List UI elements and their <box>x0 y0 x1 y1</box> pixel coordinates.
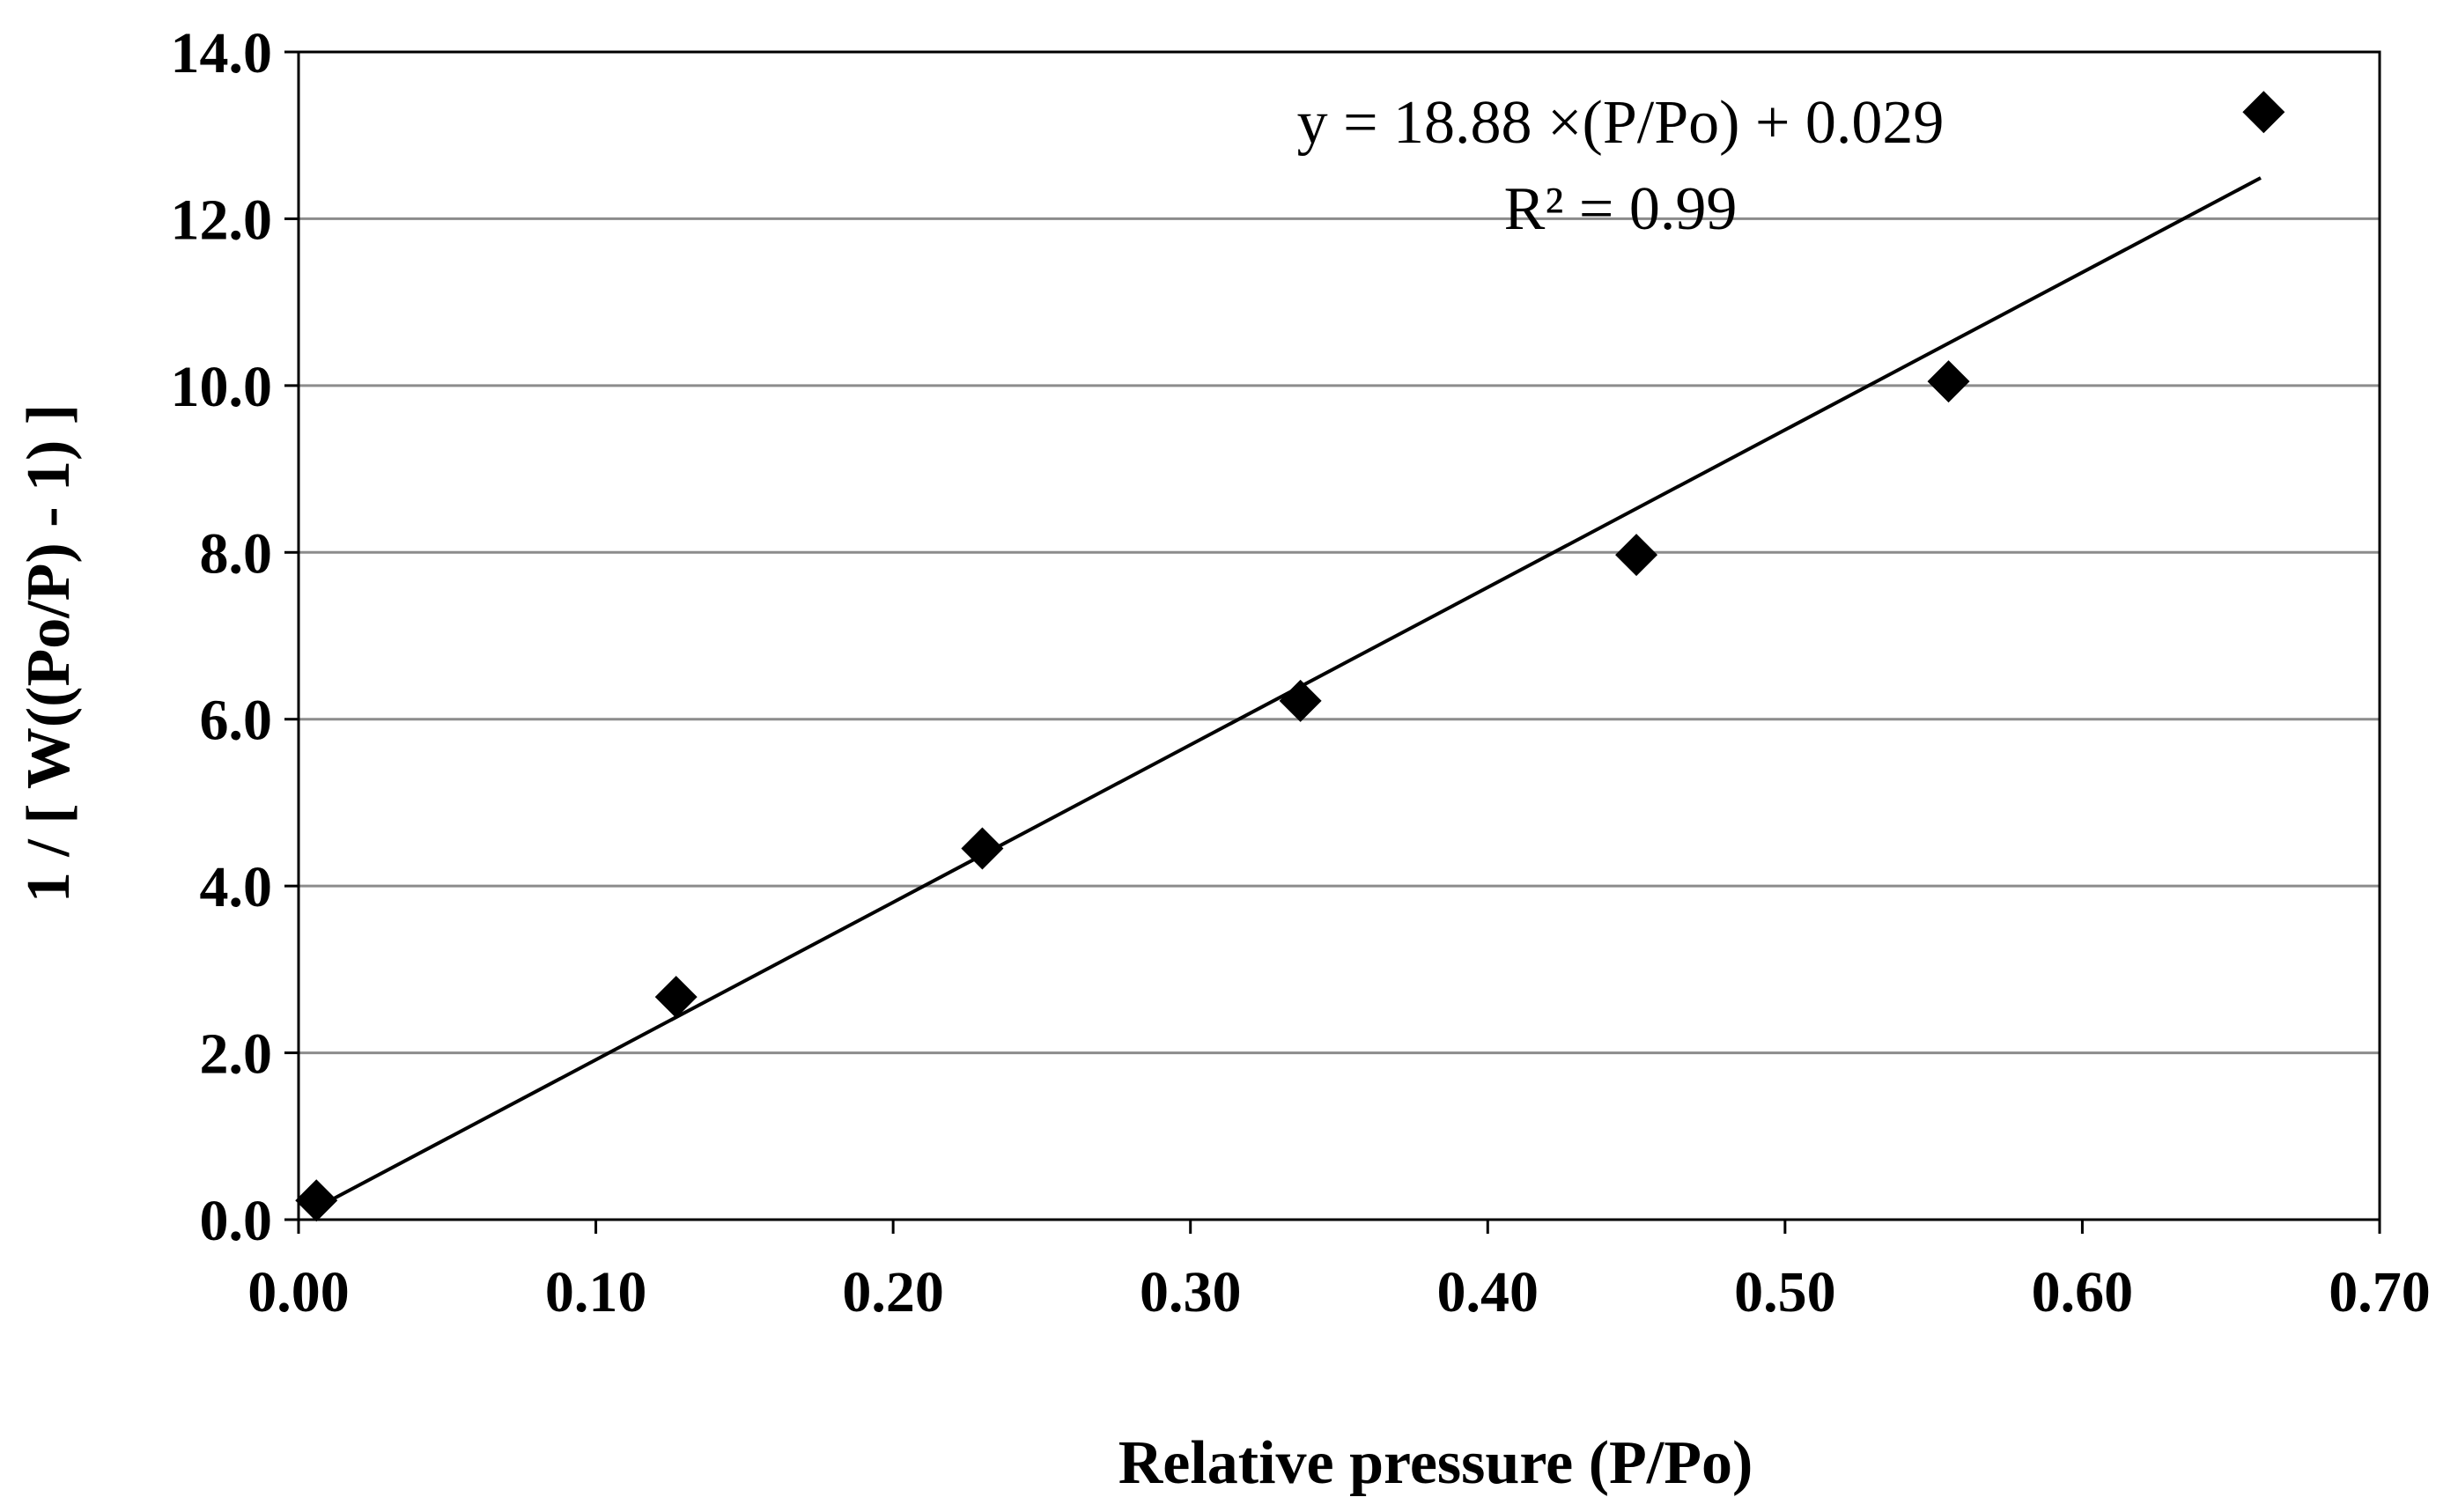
data-point <box>1615 534 1658 577</box>
x-tick-label: 0.40 <box>1437 1260 1539 1324</box>
plot-area-border <box>297 50 2381 1221</box>
data-point <box>1927 360 1970 403</box>
x-axis-tick-labels: 0.00 0.10 0.20 0.30 0.40 0.50 0.60 0.70 <box>247 1260 2431 1324</box>
y-tick-label: 14.0 <box>171 21 273 85</box>
trendline-r-squared: R² = 0.99 <box>1504 175 1738 243</box>
x-axis-title: Relative pressure (P/Po) <box>1118 1429 1753 1497</box>
y-tick-label: 10.0 <box>171 355 273 419</box>
horizontal-gridlines <box>299 217 2380 1055</box>
y-tick-label: 6.0 <box>200 689 273 753</box>
data-point <box>961 827 1004 870</box>
trendline-equation: y = 18.88 ×(P/Po) + 0.029 <box>1297 89 1945 157</box>
x-tick-label: 0.60 <box>2032 1260 2134 1324</box>
y-tick-label: 2.0 <box>200 1022 273 1087</box>
y-tick-label: 0.0 <box>200 1189 273 1253</box>
y-tick-label: 12.0 <box>171 188 273 252</box>
x-axis-ticks <box>297 1220 2381 1234</box>
x-tick-label: 0.30 <box>1140 1260 1242 1324</box>
x-tick-label: 0.70 <box>2329 1260 2431 1324</box>
data-point <box>654 976 698 1019</box>
x-tick-label: 0.10 <box>545 1260 647 1324</box>
data-point <box>295 1179 338 1222</box>
data-point <box>2242 91 2285 134</box>
y-tick-label: 4.0 <box>200 855 273 919</box>
x-tick-label: 0.00 <box>247 1260 350 1324</box>
data-points <box>295 91 2285 1222</box>
data-point <box>1279 679 1322 722</box>
y-axis-ticks <box>284 50 299 1221</box>
y-axis-tick-labels: 0.0 2.0 4.0 6.0 8.0 10.0 12.0 14.0 <box>171 21 273 1253</box>
y-tick-label: 8.0 <box>200 521 273 586</box>
x-tick-label: 0.50 <box>1734 1260 1836 1324</box>
x-tick-label: 0.20 <box>842 1260 944 1324</box>
y-axis-title: 1 / [ W((Po/P) - 1) ] <box>15 404 83 903</box>
